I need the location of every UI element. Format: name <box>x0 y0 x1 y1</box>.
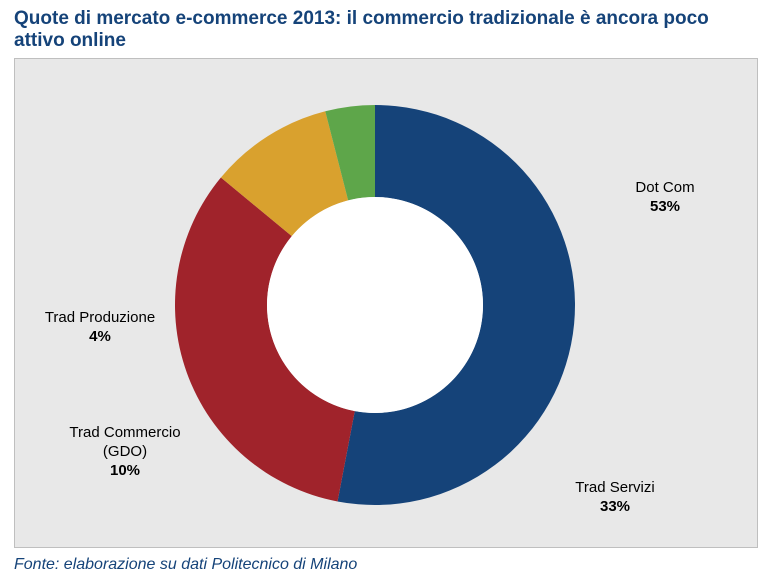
slice-label: Trad Produzione4% <box>25 309 175 347</box>
slice-label-name: Dot Com <box>605 179 725 198</box>
slice-label-percent: 4% <box>25 328 175 347</box>
slice-label: Trad Servizi33% <box>545 479 685 517</box>
slice-label-name: Trad Commercio <box>55 424 195 443</box>
slice-label-name: Trad Produzione <box>25 309 175 328</box>
slice-label: Trad Commercio(GDO)10% <box>55 424 195 480</box>
chart-title: Quote di mercato e-commerce 2013: il com… <box>0 0 772 58</box>
slice-label-percent: 33% <box>545 498 685 517</box>
chart-source: Fonte: elaborazione su dati Politecnico … <box>0 548 772 574</box>
slice-label: Dot Com53% <box>605 179 725 217</box>
donut-hole <box>267 197 483 413</box>
slice-label-percent: 53% <box>605 198 725 217</box>
chart-area: Dot Com53% Trad Servizi33% Trad Commercio(… <box>14 58 758 548</box>
slice-label-name: Trad Servizi <box>545 479 685 498</box>
slice-label-percent: 10% <box>55 462 195 481</box>
slice-label-name: (GDO) <box>55 443 195 462</box>
